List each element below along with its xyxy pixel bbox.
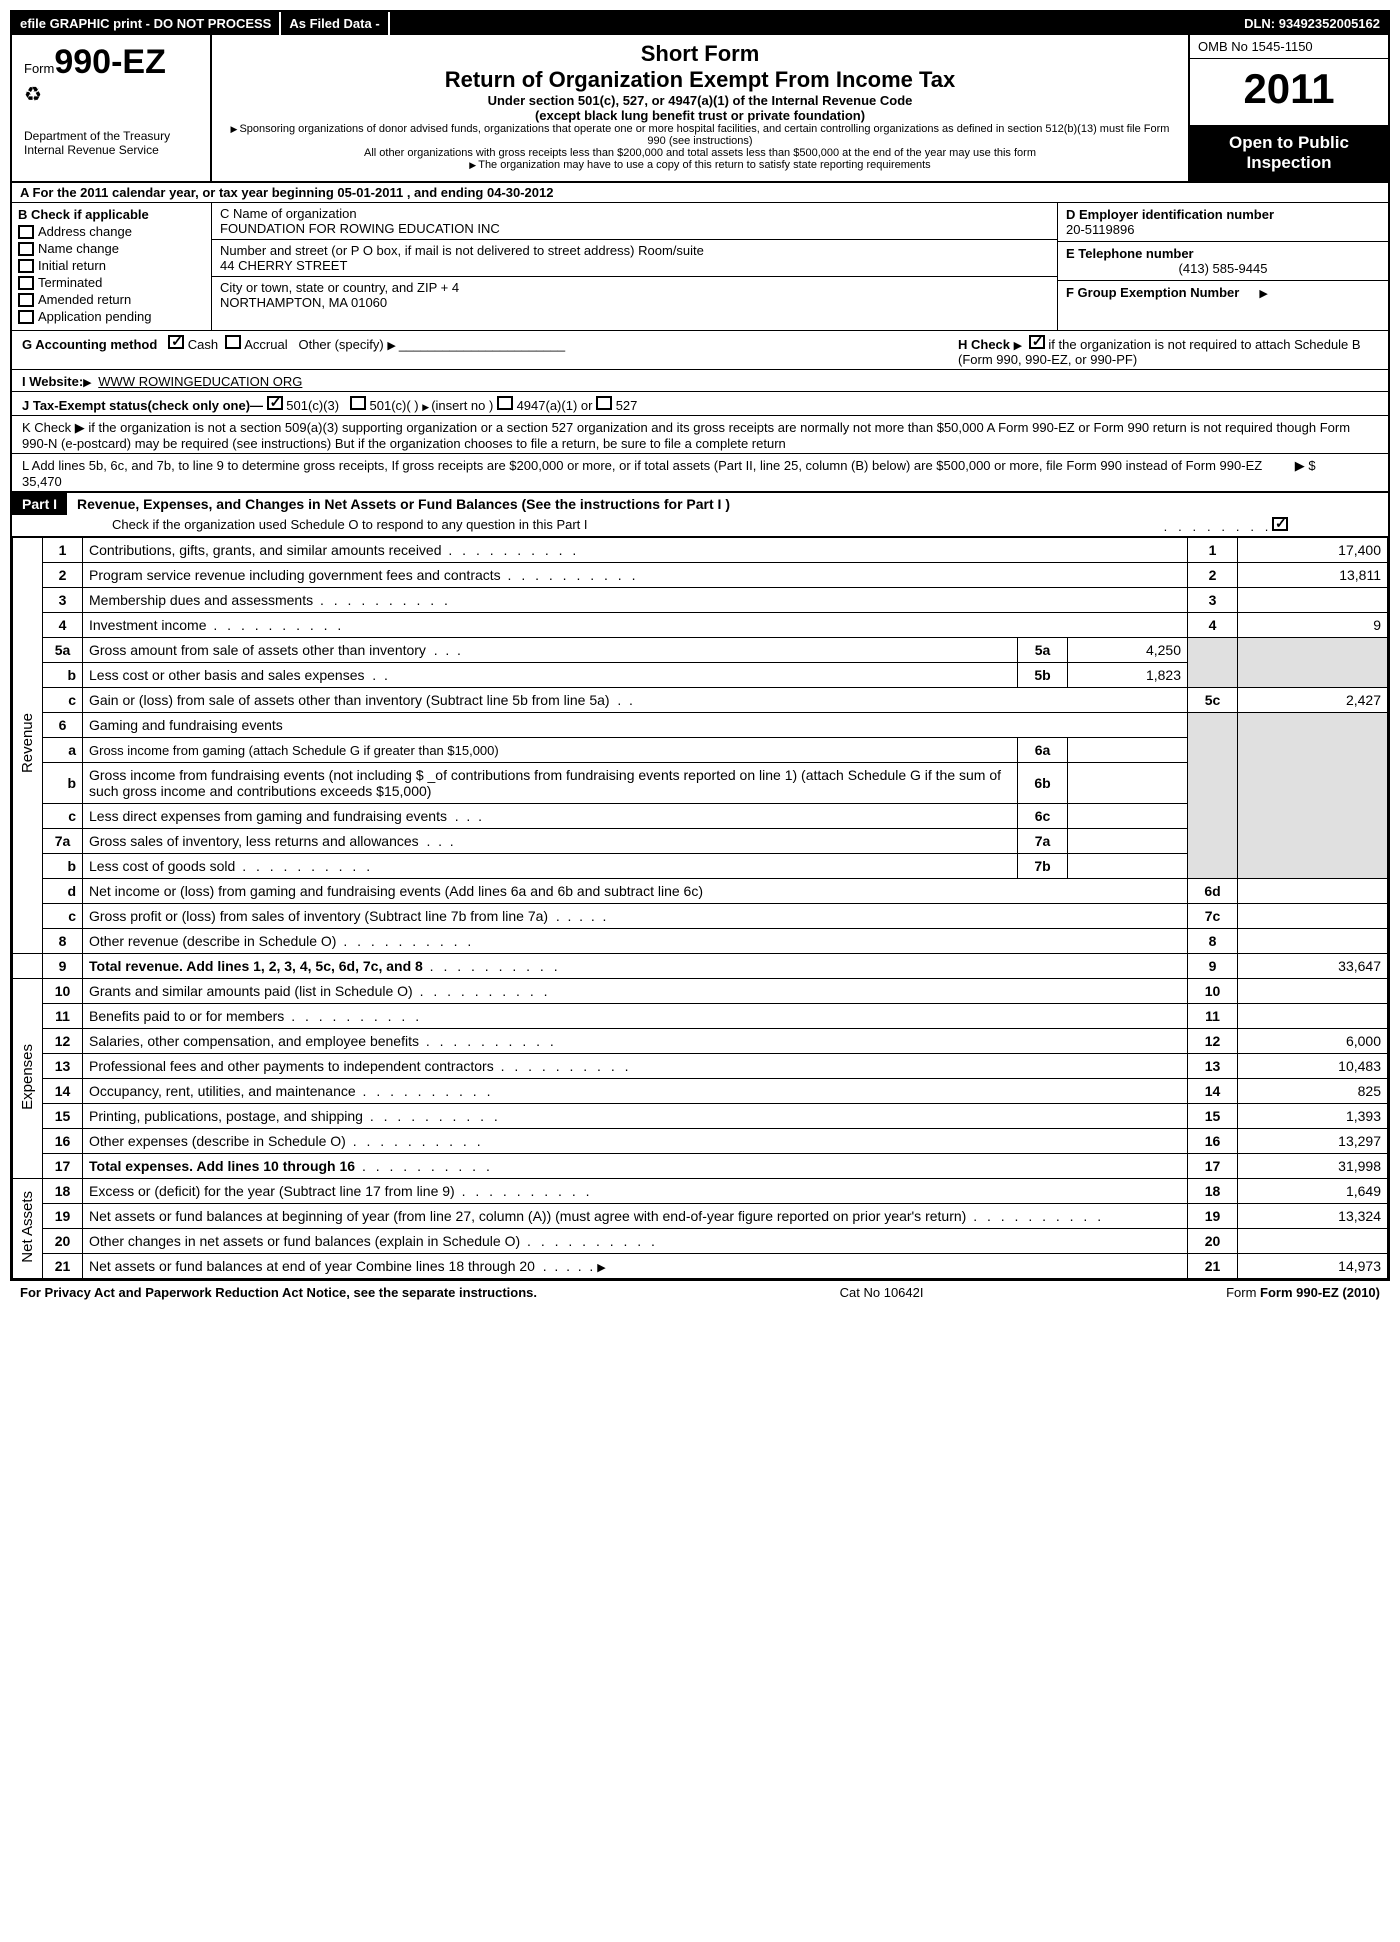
- checkbox[interactable]: [18, 310, 34, 324]
- checkbox-accrual[interactable]: [225, 335, 241, 349]
- checkbox-h[interactable]: [1029, 335, 1045, 349]
- header-left: Form990-EZ ♻ Department of the Treasury …: [12, 35, 212, 181]
- top-bar: efile GRAPHIC print - DO NOT PROCESS As …: [12, 12, 1388, 35]
- checkbox[interactable]: [18, 293, 34, 307]
- efile-label: efile GRAPHIC print - DO NOT PROCESS: [12, 12, 279, 35]
- form-header: Form990-EZ ♻ Department of the Treasury …: [12, 35, 1388, 183]
- checkbox[interactable]: [18, 225, 34, 239]
- open-to-public: Open to Public Inspection: [1190, 125, 1388, 181]
- asfiled-label: As Filed Data -: [279, 12, 389, 35]
- checkbox[interactable]: [596, 396, 612, 410]
- col-def: D Employer identification number 20-5119…: [1058, 203, 1388, 330]
- row-k: K Check ▶ if the organization is not a s…: [12, 416, 1388, 454]
- checkbox-cash[interactable]: [168, 335, 184, 349]
- checkbox[interactable]: [18, 259, 34, 273]
- row-j: J Tax-Exempt status(check only one)— 501…: [12, 392, 1388, 416]
- checkbox[interactable]: [18, 276, 34, 290]
- checkbox-schedule-o[interactable]: [1272, 517, 1288, 531]
- part1-header: Part I Revenue, Expenses, and Changes in…: [12, 493, 1388, 515]
- checkbox[interactable]: [267, 396, 283, 410]
- dln: DLN: 93492352005162: [1236, 12, 1388, 35]
- row-i: I Website: WWW ROWINGEDUCATION ORG: [12, 370, 1388, 392]
- col-b: B Check if applicable Address change Nam…: [12, 203, 212, 330]
- header-center: Short Form Return of Organization Exempt…: [212, 35, 1188, 181]
- checkbox[interactable]: [497, 396, 513, 410]
- header-right: OMB No 1545-1150 2011 Open to Public Ins…: [1188, 35, 1388, 181]
- checkbox[interactable]: [350, 396, 366, 410]
- row-gh: G Accounting method Cash Accrual Other (…: [12, 331, 1388, 370]
- recycle-icon: ♻: [24, 82, 198, 107]
- col-c: C Name of organization FOUNDATION FOR RO…: [212, 203, 1058, 330]
- section-bcdef: B Check if applicable Address change Nam…: [12, 203, 1388, 331]
- row-l: L Add lines 5b, 6c, and 7b, to line 9 to…: [12, 454, 1388, 493]
- part1-table: Revenue 1 Contributions, gifts, grants, …: [12, 537, 1388, 1279]
- row-a: A For the 2011 calendar year, or tax yea…: [12, 183, 1388, 203]
- form-990ez: efile GRAPHIC print - DO NOT PROCESS As …: [10, 10, 1390, 1281]
- checkbox[interactable]: [18, 242, 34, 256]
- page-footer: For Privacy Act and Paperwork Reduction …: [10, 1281, 1390, 1304]
